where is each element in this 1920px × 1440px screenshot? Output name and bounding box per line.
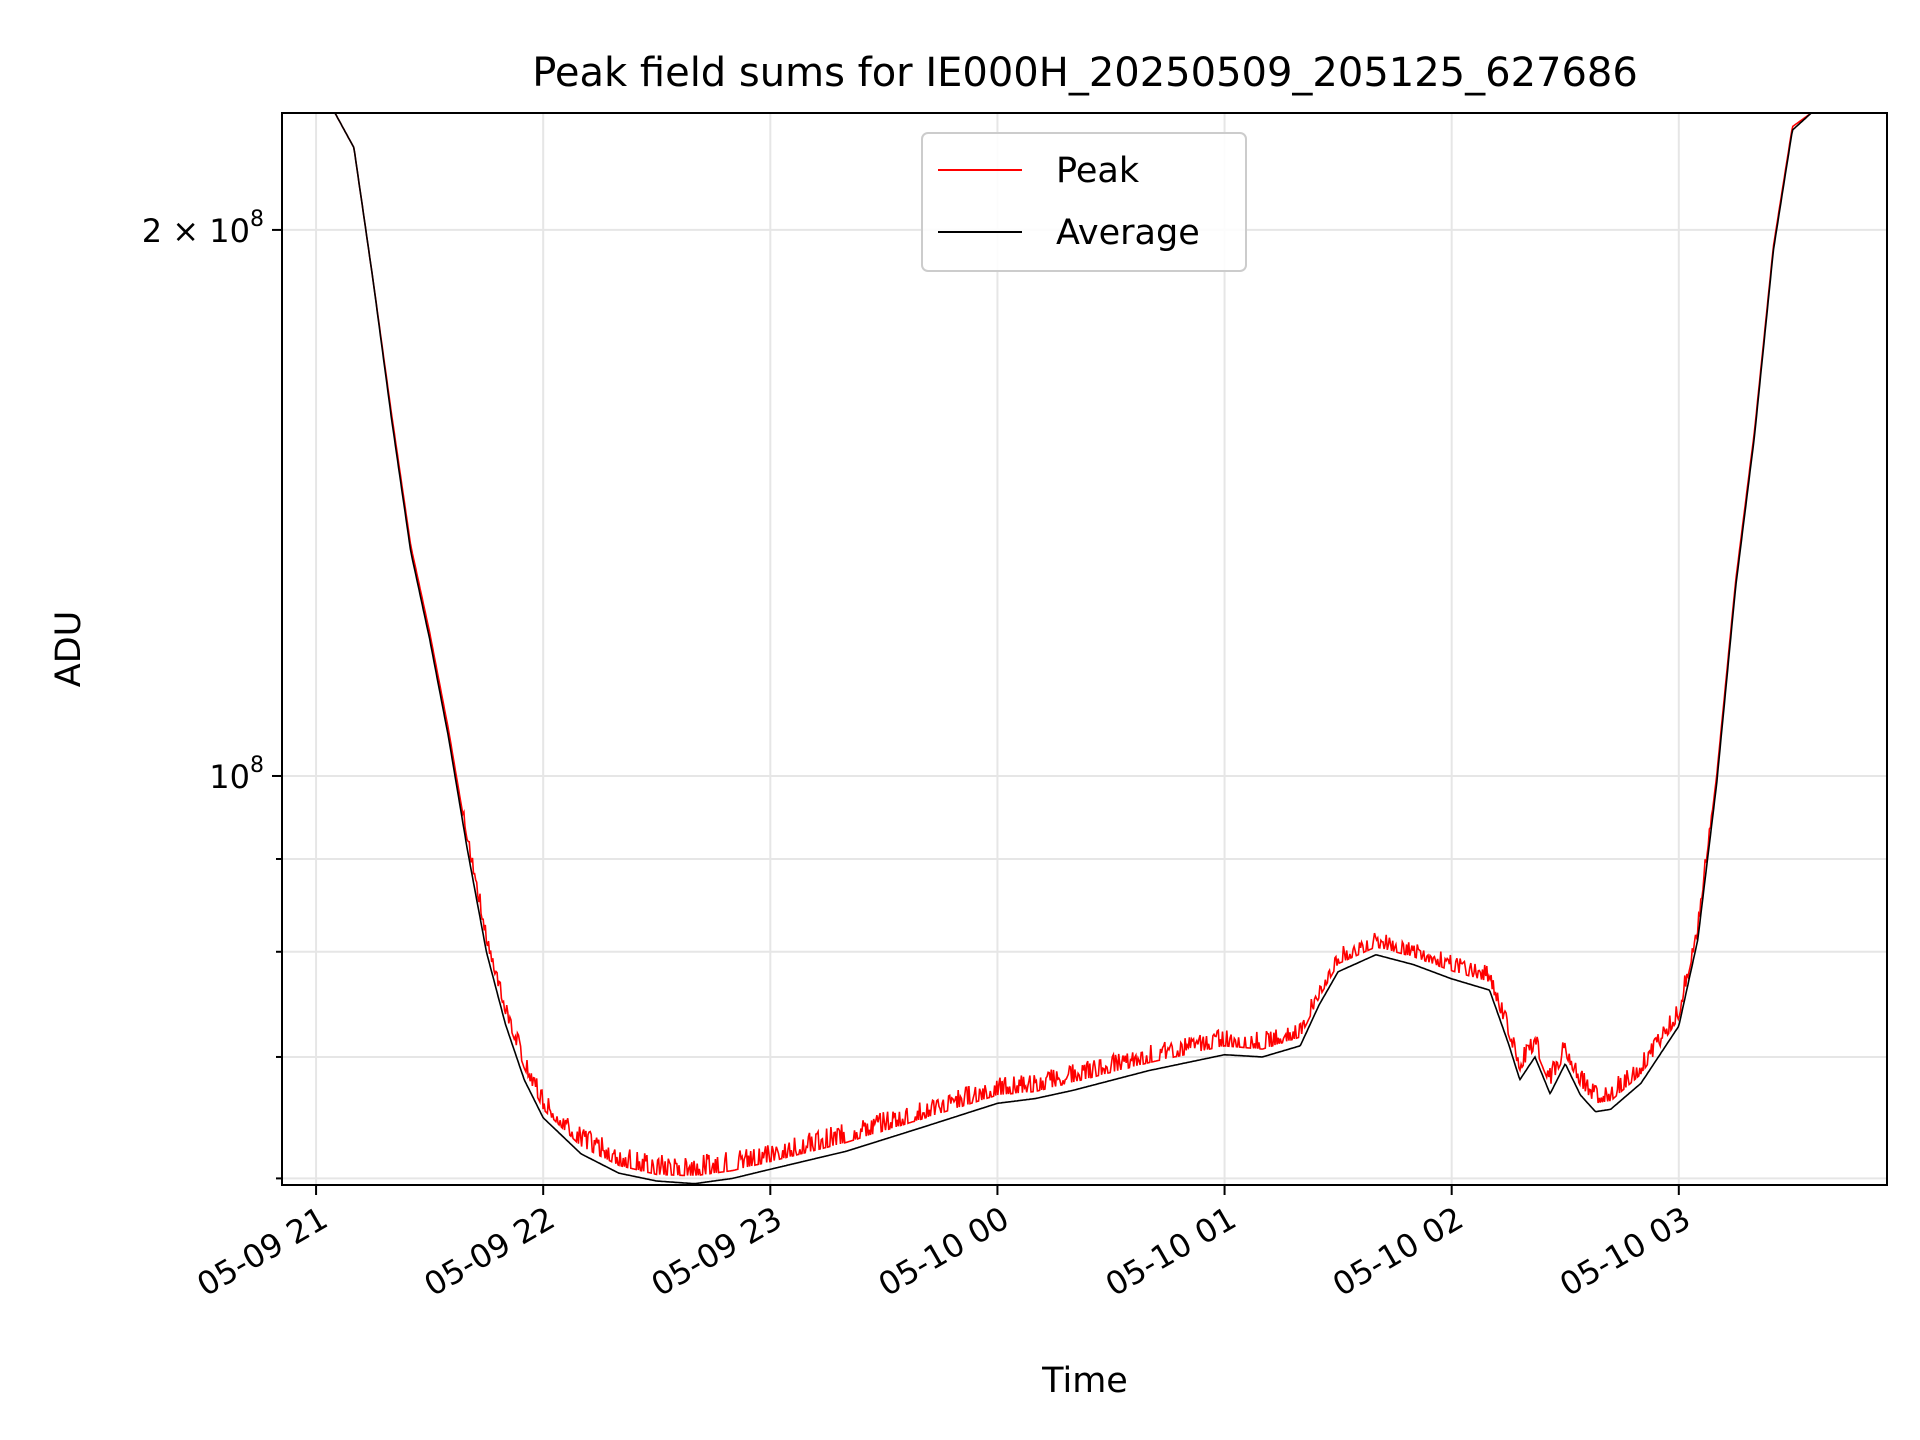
series-line-average xyxy=(282,112,1887,1185)
plot-area xyxy=(282,112,1887,1185)
legend-label-peak: Peak xyxy=(1056,151,1140,191)
plot-frame xyxy=(281,112,1888,1186)
y-tick-label: 2 × 108 xyxy=(142,207,264,250)
y-tick-label: 108 xyxy=(209,753,264,796)
legend-box xyxy=(921,132,1247,272)
legend-label-average: Average xyxy=(1056,213,1200,253)
x-axis-label: Time xyxy=(1041,1361,1128,1401)
y-axis-label: ADU xyxy=(49,611,89,688)
series-line-peak xyxy=(282,112,1887,1177)
y-axis: 108 2 × 108 xyxy=(142,207,282,1180)
grid-lines xyxy=(282,113,1887,1185)
legend: Peak Average xyxy=(921,132,1247,272)
chart-title: Peak field sums for IE000H_20250509_2051… xyxy=(532,50,1638,96)
